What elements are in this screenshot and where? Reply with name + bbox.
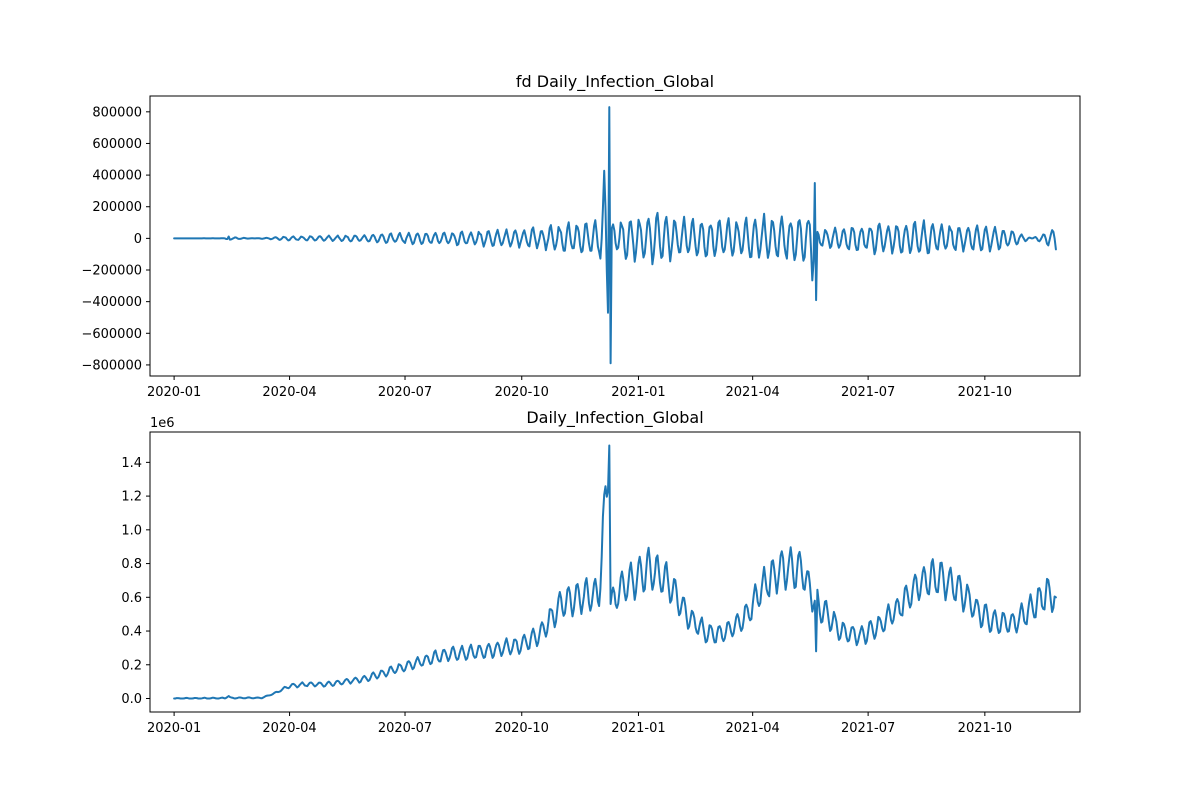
- fd-chart-panel: fd Daily_Infection_Global 2020-01 2020-04…: [81, 72, 1081, 400]
- daily-chart-panel: Daily_Infection_Global 2020-01 2020-04 202…: [121, 408, 1081, 736]
- fd-y-tick-label: −800000: [81, 358, 142, 373]
- fd-x-tick-label: 2021-04: [725, 385, 779, 400]
- fd-y-tick-label: 400000: [92, 169, 142, 184]
- fd-y-tick-label: 200000: [92, 200, 142, 215]
- daily-series-line: [173, 444, 1057, 700]
- daily-series-layer: [173, 444, 1057, 700]
- fd-y-tick-label: 0: [134, 232, 142, 247]
- fd-chart-title: fd Daily_Infection_Global: [516, 72, 714, 92]
- fd-y-tick-label: 600000: [92, 137, 142, 152]
- fd-y-tick-label: −600000: [81, 327, 142, 342]
- daily-x-tick-label: 2021-10: [958, 721, 1012, 736]
- daily-x-tick-label: 2021-07: [841, 721, 895, 736]
- fd-x-axis: 2020-01 2020-04 2020-07 2020-10 2021-01 2021-…: [147, 376, 1012, 400]
- daily-x-tick-label: 2021-04: [725, 721, 779, 736]
- daily-y-offset-label: 1e6: [150, 416, 175, 431]
- fd-x-tick-label: 2020-04: [262, 385, 316, 400]
- fd-series-layer: [173, 106, 1057, 365]
- daily-y-tick-label: 0.8: [121, 557, 142, 572]
- daily-plot-frame: [149, 431, 1081, 713]
- fd-series-line: [173, 106, 1057, 365]
- fd-x-tick-label: 2020-07: [378, 385, 432, 400]
- fd-y-tick-label: −400000: [81, 295, 142, 310]
- fd-y-tick-label: −200000: [81, 264, 142, 279]
- fd-y-axis: −800000 −600000 −400000 −200000 0 200000 40000…: [81, 105, 150, 373]
- fd-x-tick-label: 2020-01: [147, 385, 201, 400]
- daily-x-tick-label: 2020-07: [378, 721, 432, 736]
- daily-x-axis: 2020-01 2020-04 2020-07 2020-10 2021-01 2021-…: [147, 712, 1012, 736]
- daily-y-tick-label: 1.0: [121, 523, 142, 538]
- fd-plot-frame: [149, 95, 1081, 377]
- daily-y-tick-label: 0.6: [121, 591, 142, 606]
- daily-x-tick-label: 2020-04: [262, 721, 316, 736]
- daily-x-tick-label: 2020-10: [495, 721, 549, 736]
- daily-x-tick-label: 2021-01: [611, 721, 665, 736]
- daily-x-tick-label: 2020-01: [147, 721, 201, 736]
- daily-y-tick-label: 0.4: [121, 625, 142, 640]
- fd-x-tick-label: 2021-10: [958, 385, 1012, 400]
- fd-x-tick-label: 2021-01: [611, 385, 665, 400]
- fd-y-tick-label: 800000: [92, 105, 142, 120]
- daily-y-axis: 0.0 0.2 0.4 0.6 0.8 1.0 1.2 1.4: [121, 456, 150, 707]
- daily-y-tick-label: 0.2: [121, 658, 142, 673]
- daily-y-tick-label: 1.2: [121, 490, 142, 505]
- fd-x-tick-label: 2020-10: [495, 385, 549, 400]
- fd-x-tick-label: 2021-07: [841, 385, 895, 400]
- daily-chart-title: Daily_Infection_Global: [526, 408, 703, 428]
- daily-y-tick-label: 1.4: [121, 456, 142, 471]
- daily-y-tick-label: 0.0: [121, 692, 142, 707]
